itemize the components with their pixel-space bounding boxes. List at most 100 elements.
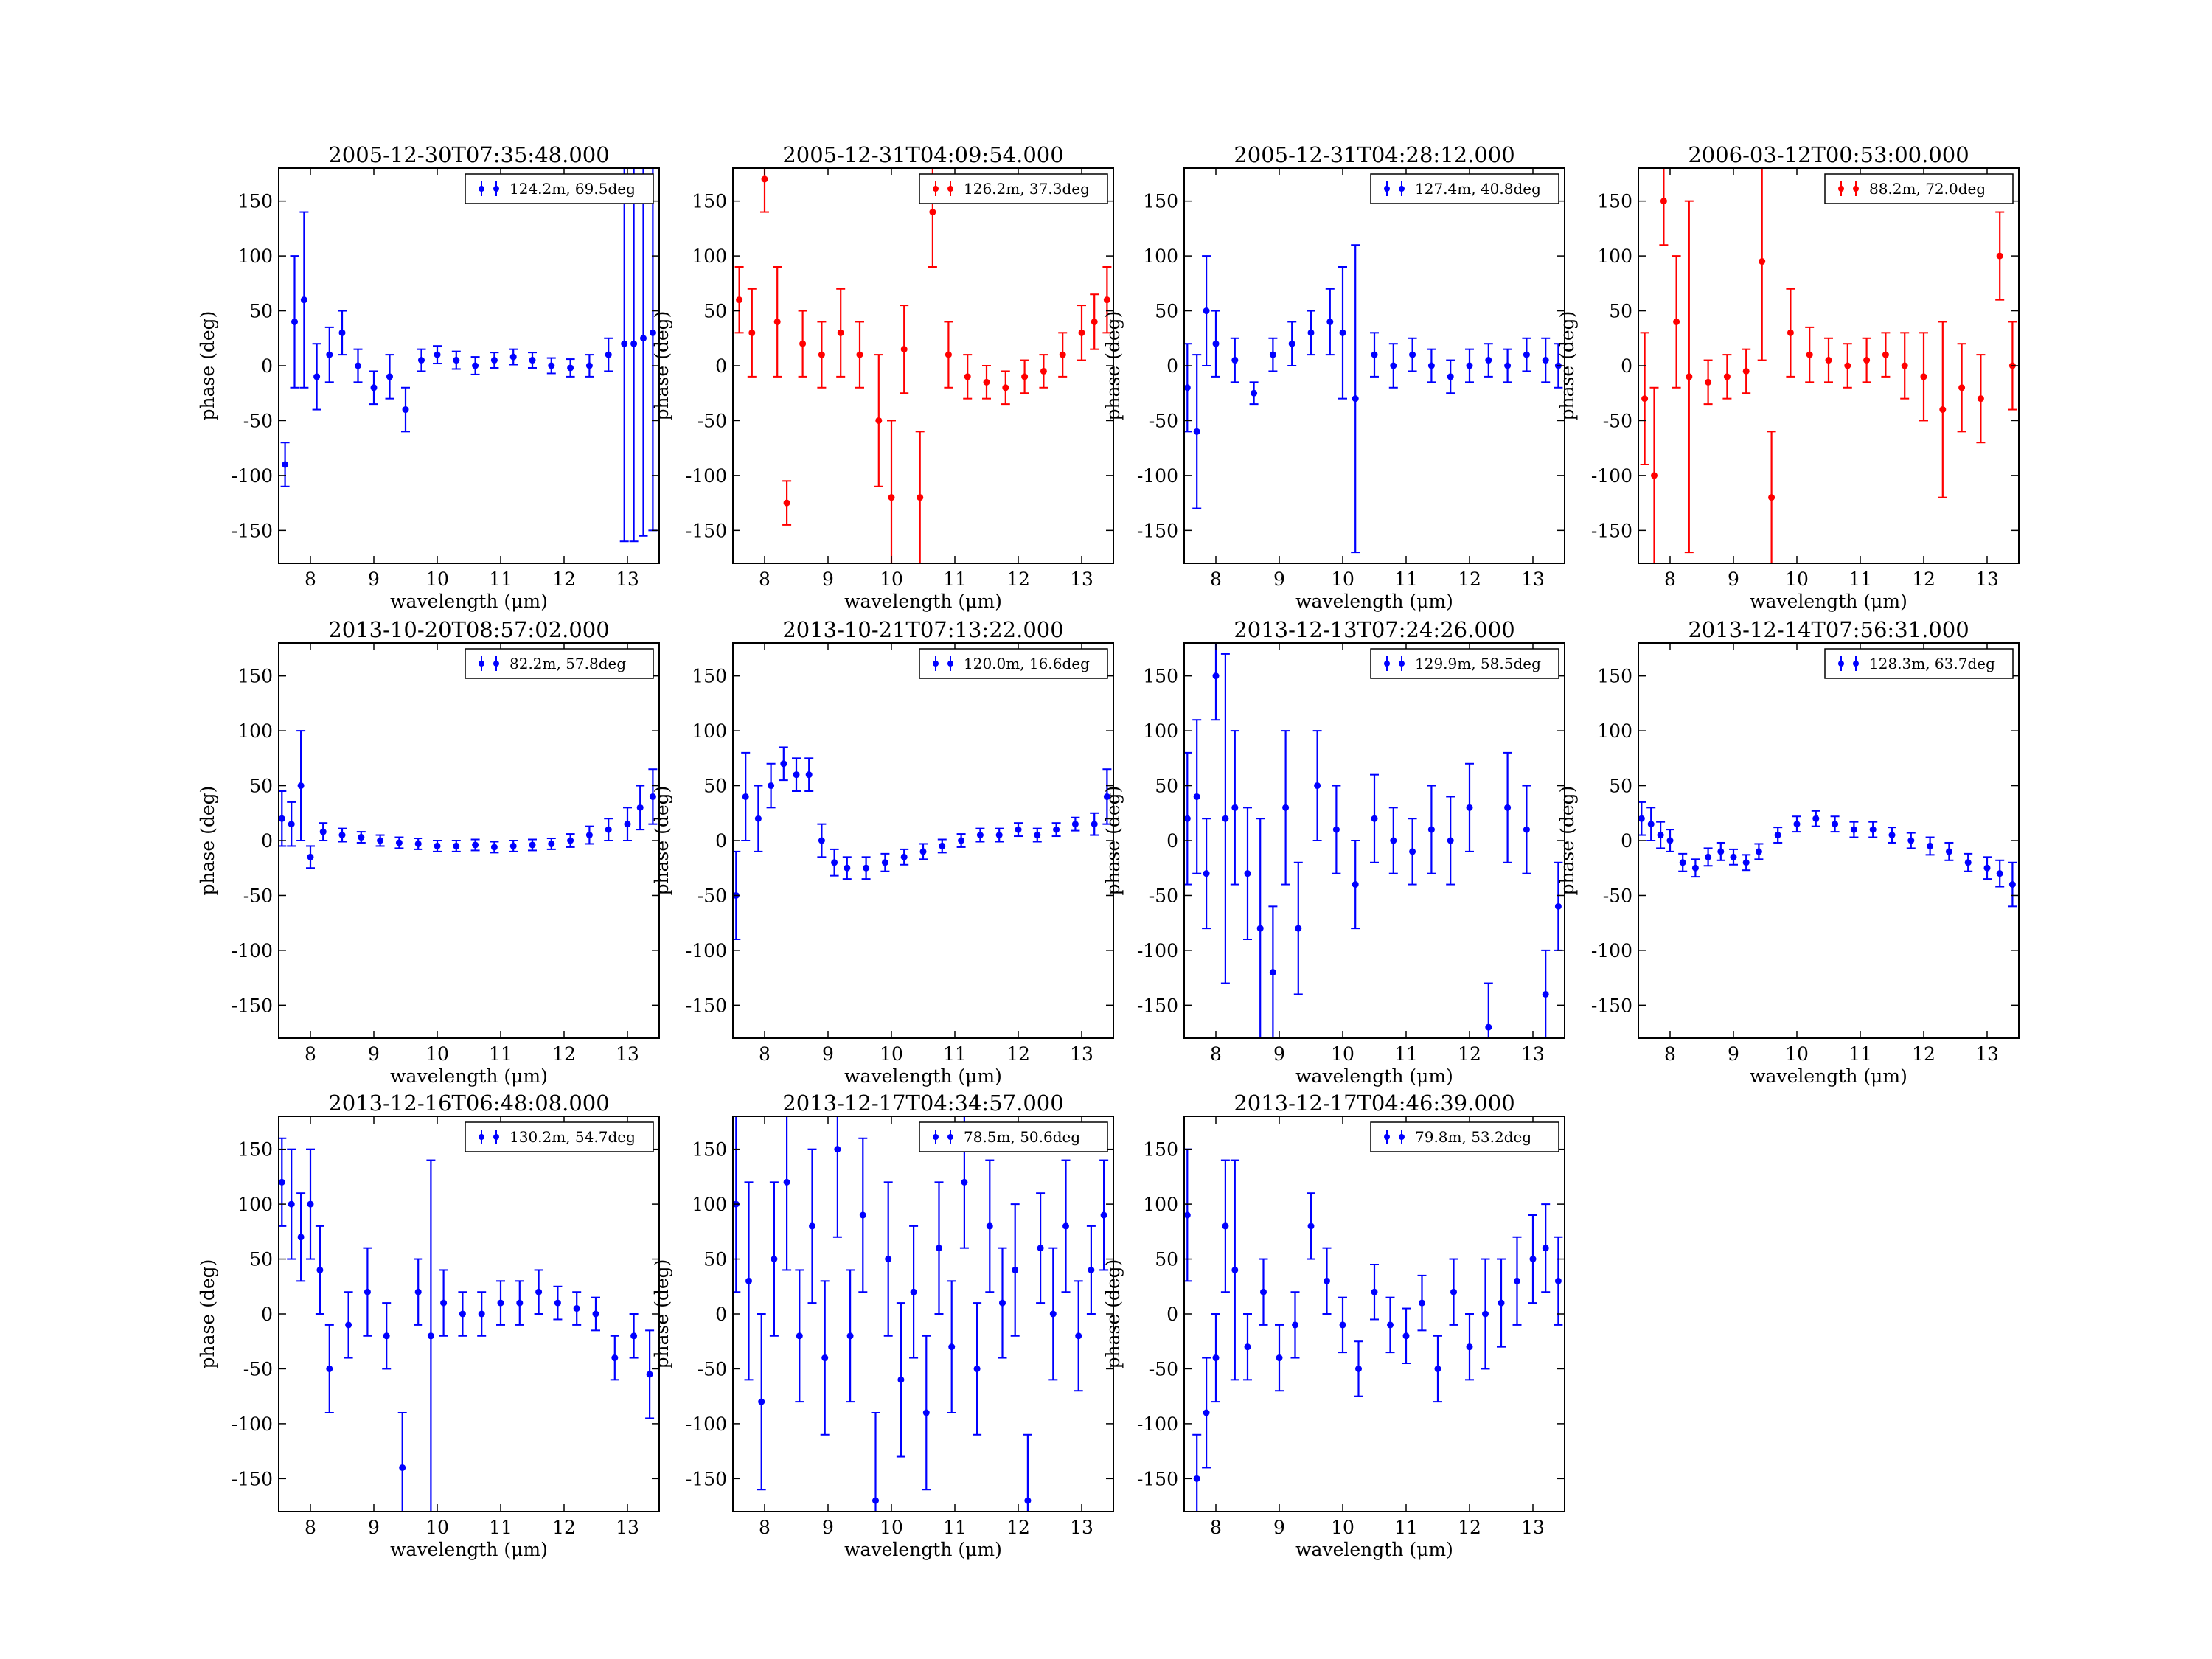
y-tick-label: 100: [237, 720, 273, 742]
data-series: [279, 730, 658, 869]
x-tick-label: 11: [1394, 1517, 1418, 1538]
data-point: [1212, 1354, 1220, 1362]
data-point: [821, 1354, 829, 1362]
legend-marker: [1853, 186, 1859, 192]
y-tick-label: 150: [692, 1139, 727, 1161]
data-point: [1869, 826, 1877, 833]
legend-label: 128.3m, 63.7deg: [1869, 655, 1995, 672]
data-point: [1292, 1321, 1298, 1329]
data-point: [1371, 351, 1378, 358]
y-tick-label: 150: [237, 191, 273, 212]
data-point: [1504, 804, 1512, 811]
subplot-11: 2013-12-17T04:46:39.000 8 9 10 11 12 13 -150 -10…: [1102, 1091, 1565, 1560]
x-tick-label: 11: [943, 568, 967, 590]
data-point: [983, 378, 990, 386]
y-tick-label: 0: [715, 355, 727, 377]
data-point: [844, 864, 851, 872]
data-point: [567, 364, 574, 372]
x-tick-label: 13: [616, 1043, 639, 1065]
data-point: [1256, 925, 1264, 932]
data-point: [809, 1222, 815, 1230]
data-point: [535, 1288, 543, 1295]
y-tick-label: 150: [237, 666, 273, 687]
subplot-2: 2005-12-31T04:09:54.000 8 9 10 11 12 13 -150 -10…: [651, 142, 1114, 612]
data-point: [1276, 1354, 1283, 1362]
data-point: [1447, 837, 1454, 844]
data-point: [1193, 428, 1200, 435]
y-tick-label: -100: [686, 1413, 727, 1435]
data-point: [1542, 1245, 1549, 1252]
data-point: [386, 373, 393, 380]
data-point: [917, 494, 924, 501]
data-point: [291, 318, 298, 325]
data-point: [649, 329, 656, 336]
data-point: [300, 296, 307, 304]
data-point: [1409, 848, 1416, 855]
data-point: [1352, 881, 1359, 888]
y-axis-label: phase (deg): [1102, 311, 1124, 421]
data-point: [395, 839, 403, 846]
data-point: [900, 853, 908, 860]
y-tick-label: 50: [249, 776, 273, 797]
data-point: [846, 1332, 854, 1340]
data-point: [611, 1354, 619, 1362]
data-point: [976, 832, 984, 839]
y-axis-label: phase (deg): [651, 786, 672, 896]
data-point: [516, 1299, 524, 1307]
y-tick-label: 100: [1143, 1194, 1178, 1215]
legend-label: 129.9m, 58.5deg: [1415, 655, 1541, 672]
legend-marker: [933, 661, 939, 667]
data-point: [1053, 826, 1060, 833]
x-tick-label: 9: [822, 568, 834, 590]
legend-marker: [947, 186, 953, 192]
data-point: [881, 859, 888, 866]
x-tick-label: 10: [425, 1517, 449, 1538]
data-point: [338, 832, 346, 839]
data-point: [1021, 373, 1029, 380]
data-point: [1882, 351, 1889, 358]
data-point: [834, 1146, 841, 1153]
data-point: [995, 832, 1003, 839]
x-tick-label: 12: [552, 568, 576, 590]
x-tick-label: 9: [822, 1043, 834, 1065]
data-series: [1184, 244, 1563, 554]
data-point: [1996, 870, 2003, 877]
subplot-3: 2005-12-31T04:28:12.000 8 9 10 11 12 13 -150 -10…: [1102, 142, 1565, 612]
y-tick-label: -50: [1149, 885, 1178, 906]
subplot-title: 2013-12-17T04:46:39.000: [1234, 1091, 1514, 1116]
data-point: [1307, 1222, 1315, 1230]
data-point: [509, 842, 517, 849]
data-point: [973, 1365, 981, 1372]
data-point: [799, 340, 807, 347]
data-point: [796, 1332, 803, 1340]
data-point: [761, 175, 768, 183]
x-tick-label: 10: [1785, 568, 1809, 590]
data-point: [497, 1299, 504, 1307]
x-axis-label: wavelength (μm): [390, 591, 548, 612]
y-tick-label: 50: [249, 1249, 273, 1270]
data-point: [1251, 389, 1258, 397]
data-point: [1466, 1343, 1473, 1351]
data-point: [1244, 870, 1251, 877]
data-point: [1920, 373, 1927, 380]
data-point: [818, 837, 825, 844]
legend: 128.3m, 63.7deg: [1824, 648, 2014, 679]
data-point: [640, 335, 647, 342]
y-tick-label: -100: [1137, 465, 1178, 487]
data-point: [313, 373, 321, 380]
data-point: [414, 840, 422, 847]
data-point: [1939, 406, 1947, 414]
x-tick-label: 10: [425, 1043, 449, 1065]
y-tick-label: 100: [692, 1194, 727, 1215]
y-tick-label: -50: [1603, 885, 1632, 906]
data-point: [554, 1299, 561, 1307]
data-point: [1679, 859, 1686, 866]
data-point: [1691, 864, 1699, 872]
x-tick-label: 12: [1912, 1043, 1935, 1065]
x-axis-label: wavelength (μm): [1750, 591, 1907, 612]
data-series: [1638, 801, 2017, 908]
x-axis-label: wavelength (μm): [844, 1065, 1002, 1087]
legend-marker: [1399, 1134, 1405, 1140]
data-point: [958, 837, 965, 844]
